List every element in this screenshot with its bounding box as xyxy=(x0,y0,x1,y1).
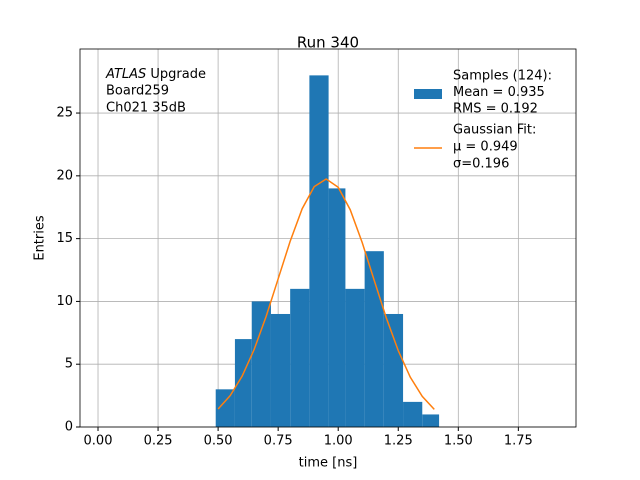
x-tick-label: 0.50 xyxy=(204,434,233,449)
annotation-line: Board259 xyxy=(106,84,169,99)
bar xyxy=(345,288,365,427)
y-tick-label: 25 xyxy=(56,106,73,121)
axes-frame xyxy=(79,48,577,428)
bar xyxy=(234,339,252,427)
x-tick-label: 1.75 xyxy=(504,434,533,449)
x-tick-label: 1.00 xyxy=(324,434,353,449)
chart-title: Run 340 xyxy=(297,34,359,52)
legend-label: μ = 0.949 xyxy=(453,140,518,155)
legend-patch xyxy=(414,89,442,99)
bar xyxy=(215,389,235,427)
bar xyxy=(422,414,440,427)
bar xyxy=(364,251,384,427)
x-tick-label: 1.50 xyxy=(444,434,473,449)
y-axis-label: Entries xyxy=(33,215,48,261)
x-tick-label: 0.00 xyxy=(84,434,113,449)
annotation-line: Ch021 35dB xyxy=(106,101,186,116)
legend-label: Gaussian Fit: xyxy=(453,123,536,138)
x-axis-label: time [ns] xyxy=(299,456,358,471)
annotation-italic: ATLAS xyxy=(105,67,146,82)
x-tick-label: 1.25 xyxy=(384,434,413,449)
bar xyxy=(309,75,329,427)
y-tick-label: 20 xyxy=(56,168,73,183)
bar xyxy=(403,401,423,427)
legend-label: Samples (124): xyxy=(453,69,552,84)
x-tick-label: 0.75 xyxy=(264,434,293,449)
bar xyxy=(328,188,346,427)
bar xyxy=(383,313,404,427)
fit-line xyxy=(217,178,435,410)
legend-label: RMS = 0.192 xyxy=(453,102,538,117)
annotation: ATLAS Upgrade xyxy=(105,67,206,82)
y-tick-label: 5 xyxy=(65,357,73,372)
bar xyxy=(270,313,291,427)
legend-label: σ=0.196 xyxy=(453,157,509,172)
bar xyxy=(290,288,310,427)
bar xyxy=(251,301,271,427)
legend-label: Mean = 0.935 xyxy=(453,85,545,100)
y-tick-label: 0 xyxy=(65,420,73,435)
y-tick-label: 15 xyxy=(56,231,73,246)
y-tick-label: 10 xyxy=(56,294,73,309)
x-tick-label: 0.25 xyxy=(144,434,173,449)
annotation-text: Upgrade xyxy=(146,67,206,82)
